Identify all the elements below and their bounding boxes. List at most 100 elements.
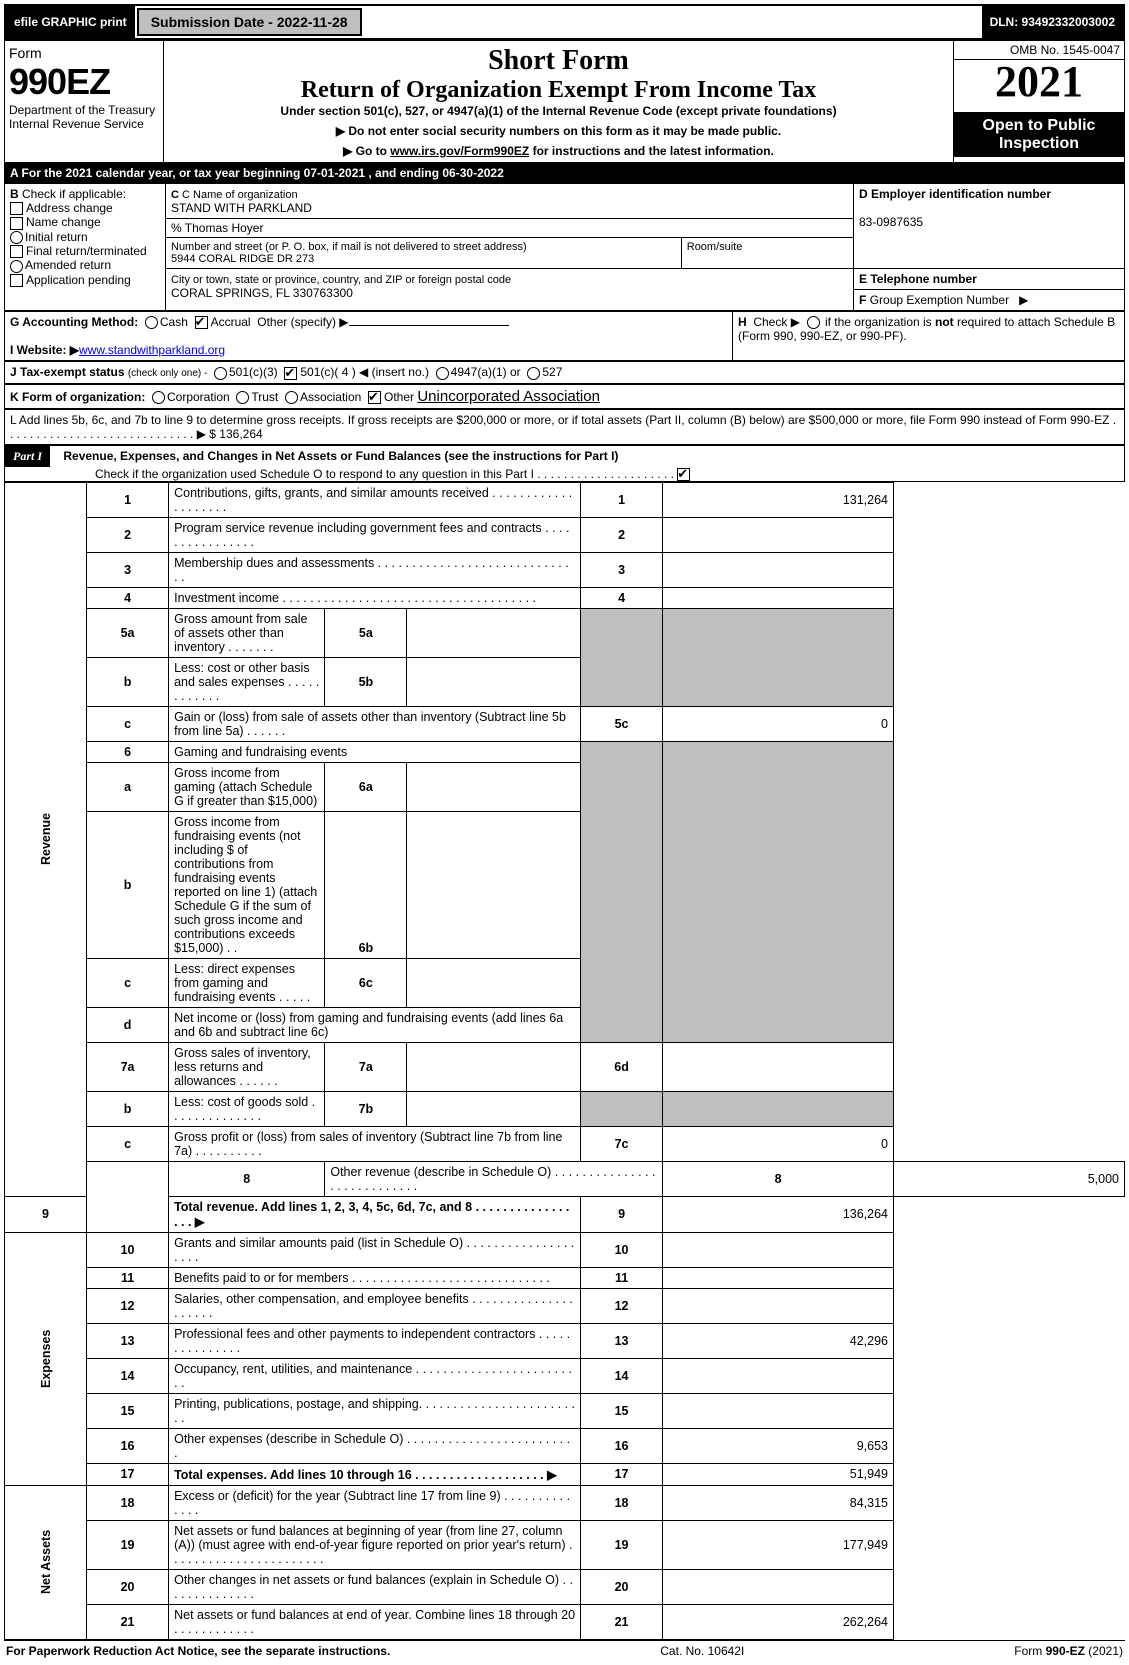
line-21-amt: 262,264 [663, 1604, 894, 1639]
form-header-table: Form 990EZ Department of the Treasury In… [4, 40, 1125, 163]
care-of: % Thomas Hoyer [166, 219, 853, 238]
room-suite-label: Room/suite [687, 241, 743, 253]
line-10-no: 10 [87, 1232, 169, 1267]
line-17-num: 17 [581, 1463, 663, 1485]
section-a-tax-year: A For the 2021 calendar year, or tax yea… [4, 163, 1125, 183]
line-18-amt: 84,315 [663, 1485, 894, 1520]
irs-link[interactable]: www.irs.gov/Form990EZ [390, 144, 529, 158]
street-label: Number and street (or P. O. box, if mail… [171, 241, 527, 253]
section-f-label: Group Exemption Number [870, 293, 1009, 307]
line-4-no: 4 [87, 587, 169, 608]
section-k-label: K Form of organization: [10, 390, 145, 404]
instr2-pre: ▶ Go to [343, 144, 390, 158]
line-7a-no: 7a [87, 1042, 169, 1091]
opt-527: 527 [542, 365, 562, 379]
line-18-text: Excess or (deficit) for the year (Subtra… [169, 1485, 581, 1520]
section-j-label: J Tax-exempt status [10, 365, 125, 379]
opt-application-pending: Application pending [26, 273, 131, 287]
part1-lines-table: Revenue 1 Contributions, gifts, grants, … [4, 482, 1125, 1640]
opt-name-change: Name change [26, 215, 101, 229]
radio-cash[interactable] [145, 316, 158, 329]
gross-receipts-value: 136,264 [219, 427, 262, 441]
line-5c-amt: 0 [663, 706, 894, 741]
footer-right-bold: 990-EZ [1046, 1644, 1085, 1658]
part-i-check-text: Check if the organization used Schedule … [95, 467, 677, 481]
line-6d-num: 6d [581, 1042, 663, 1091]
opt-4947a1: 4947(a)(1) or [451, 365, 521, 379]
line-7a-sub: 7a [325, 1042, 407, 1091]
website-link[interactable]: www.standwithparkland.org [79, 343, 225, 357]
line-14-amt [663, 1358, 894, 1393]
radio-corporation[interactable] [152, 391, 165, 404]
opt-address-change: Address change [26, 201, 113, 215]
radio-501c3[interactable] [214, 367, 227, 380]
line-6b-text: Gross income from fundraising events (no… [169, 811, 325, 958]
line-4-text: Investment income . . . . . . . . . . . … [169, 587, 581, 608]
line-5c-no: c [87, 706, 169, 741]
line-1-num: 1 [581, 482, 663, 517]
radio-4947a1[interactable] [436, 367, 449, 380]
line-20-text: Other changes in net assets or fund bala… [169, 1569, 581, 1604]
line-5c-num: 5c [581, 706, 663, 741]
efile-print-label[interactable]: efile GRAPHIC print [6, 6, 135, 38]
city-label: City or town, state or province, country… [171, 274, 511, 286]
line-16-num: 16 [581, 1428, 663, 1463]
section-e-label: E Telephone number [859, 272, 977, 286]
line-6c-subamt [407, 958, 581, 1007]
line-21-no: 21 [87, 1604, 169, 1639]
radio-amended-return[interactable] [10, 260, 23, 273]
part-i-title: Revenue, Expenses, and Changes in Net As… [53, 449, 618, 463]
line-18-num: 18 [581, 1485, 663, 1520]
checkbox-address-change[interactable] [10, 202, 23, 215]
line-6a-text: Gross income from gaming (attach Schedul… [169, 762, 325, 811]
section-l-table: L Add lines 5b, 6c, and 7b to line 9 to … [4, 409, 1125, 445]
line-5b-no: b [87, 657, 169, 706]
checkbox-final-return[interactable] [10, 245, 23, 258]
line-6-no: 6 [87, 741, 169, 762]
line-20-no: 20 [87, 1569, 169, 1604]
line-18-no: 18 [87, 1485, 169, 1520]
line-6b-subamt [407, 811, 581, 958]
checkbox-application-pending[interactable] [10, 274, 23, 287]
line-20-amt [663, 1569, 894, 1604]
side-label-netassets: Net Assets [5, 1485, 87, 1639]
radio-trust[interactable] [236, 391, 249, 404]
part-i-label: Part I [5, 446, 50, 467]
dln-label: DLN: 93492332003002 [982, 6, 1123, 38]
line-8-no: 8 [169, 1161, 325, 1196]
checkbox-501c[interactable] [284, 367, 297, 380]
radio-schedule-b-not-required[interactable] [807, 316, 820, 329]
radio-527[interactable] [527, 367, 540, 380]
line-15-no: 15 [87, 1393, 169, 1428]
line-2-amt [663, 517, 894, 552]
section-j-sub: (check only one) - [128, 368, 207, 379]
footer-right-pre: Form [1014, 1644, 1045, 1658]
opt-cash: Cash [160, 315, 188, 329]
checkbox-accrual[interactable] [195, 316, 208, 329]
checkbox-name-change[interactable] [10, 217, 23, 230]
tax-year: 2021 [954, 60, 1124, 104]
top-bar: efile GRAPHIC print Submission Date - 20… [4, 4, 1125, 40]
line-16-no: 16 [87, 1428, 169, 1463]
line-6c-sub: 6c [325, 958, 407, 1007]
opt-501c3: 501(c)(3) [229, 365, 278, 379]
opt-accrual: Accrual [211, 315, 251, 329]
radio-association[interactable] [285, 391, 298, 404]
line-8-amt: 5,000 [894, 1161, 1125, 1196]
line-13-text: Professional fees and other payments to … [169, 1323, 581, 1358]
checkbox-schedule-o-part1[interactable] [677, 468, 690, 481]
line-10-amt [663, 1232, 894, 1267]
section-h-text4: (Form 990, 990-EZ, or 990-PF). [738, 329, 907, 343]
opt-amended-return: Amended return [25, 258, 111, 272]
instruction-ssn: ▶ Do not enter social security numbers o… [168, 124, 949, 138]
radio-initial-return[interactable] [10, 231, 23, 244]
line-6b-sub: 6b [325, 811, 407, 958]
section-f-arrow: ▶ [1019, 293, 1028, 307]
checkbox-other-org[interactable] [368, 391, 381, 404]
section-k-table: K Form of organization: Corporation Trus… [4, 384, 1125, 409]
dept-treasury: Department of the Treasury [9, 103, 159, 117]
line-2-no: 2 [87, 517, 169, 552]
street-value: 5944 CORAL RIDGE DR 273 [171, 253, 314, 265]
line-13-amt: 42,296 [663, 1323, 894, 1358]
line-17-no: 17 [87, 1463, 169, 1485]
